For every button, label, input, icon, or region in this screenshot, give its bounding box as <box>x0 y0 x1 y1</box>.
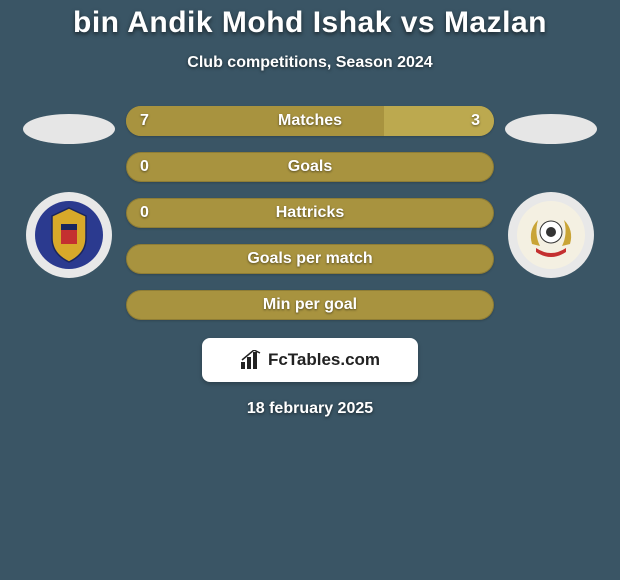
comparison-bars: 7 3 Matches 0 Goals 0 Hattricks Goals per match… <box>124 106 496 320</box>
right-club-badge <box>508 192 594 278</box>
right-club-badge-icon <box>516 200 586 270</box>
right-player-ellipse <box>505 114 597 144</box>
left-player-col <box>14 114 124 278</box>
stat-bar-min-per-goal: Min per goal <box>126 290 494 320</box>
stat-bar-goals-per-match: Goals per match <box>126 244 494 274</box>
bar-label: Hattricks <box>276 204 344 222</box>
left-club-badge-icon <box>34 200 104 270</box>
page-title: bin Andik Mohd Ishak vs Mazlan <box>0 6 620 40</box>
bar-label: Min per goal <box>263 296 357 314</box>
stat-bar-hattricks: 0 Hattricks <box>126 198 494 228</box>
brand-chart-icon <box>240 350 262 370</box>
brand-box: FcTables.com <box>202 338 418 382</box>
right-player-col <box>496 114 606 278</box>
subtitle: Club competitions, Season 2024 <box>0 54 620 72</box>
date-line: 18 february 2025 <box>0 400 620 418</box>
left-club-badge <box>26 192 112 278</box>
main-row: 7 3 Matches 0 Goals 0 Hattricks Goals per match… <box>0 114 620 320</box>
bar-label: Matches <box>278 112 342 130</box>
bar-fill-left <box>126 106 384 136</box>
bar-value-left: 0 <box>140 158 149 176</box>
stat-bar-goals: 0 Goals <box>126 152 494 182</box>
bar-value-left: 0 <box>140 204 149 222</box>
bar-value-right: 3 <box>471 112 480 130</box>
bar-label: Goals <box>288 158 332 176</box>
left-player-ellipse <box>23 114 115 144</box>
brand-text: FcTables.com <box>268 350 380 370</box>
stat-bar-matches: 7 3 Matches <box>126 106 494 136</box>
bar-value-left: 7 <box>140 112 149 130</box>
infographic-container: bin Andik Mohd Ishak vs Mazlan Club comp… <box>0 0 620 580</box>
bar-label: Goals per match <box>247 250 372 268</box>
